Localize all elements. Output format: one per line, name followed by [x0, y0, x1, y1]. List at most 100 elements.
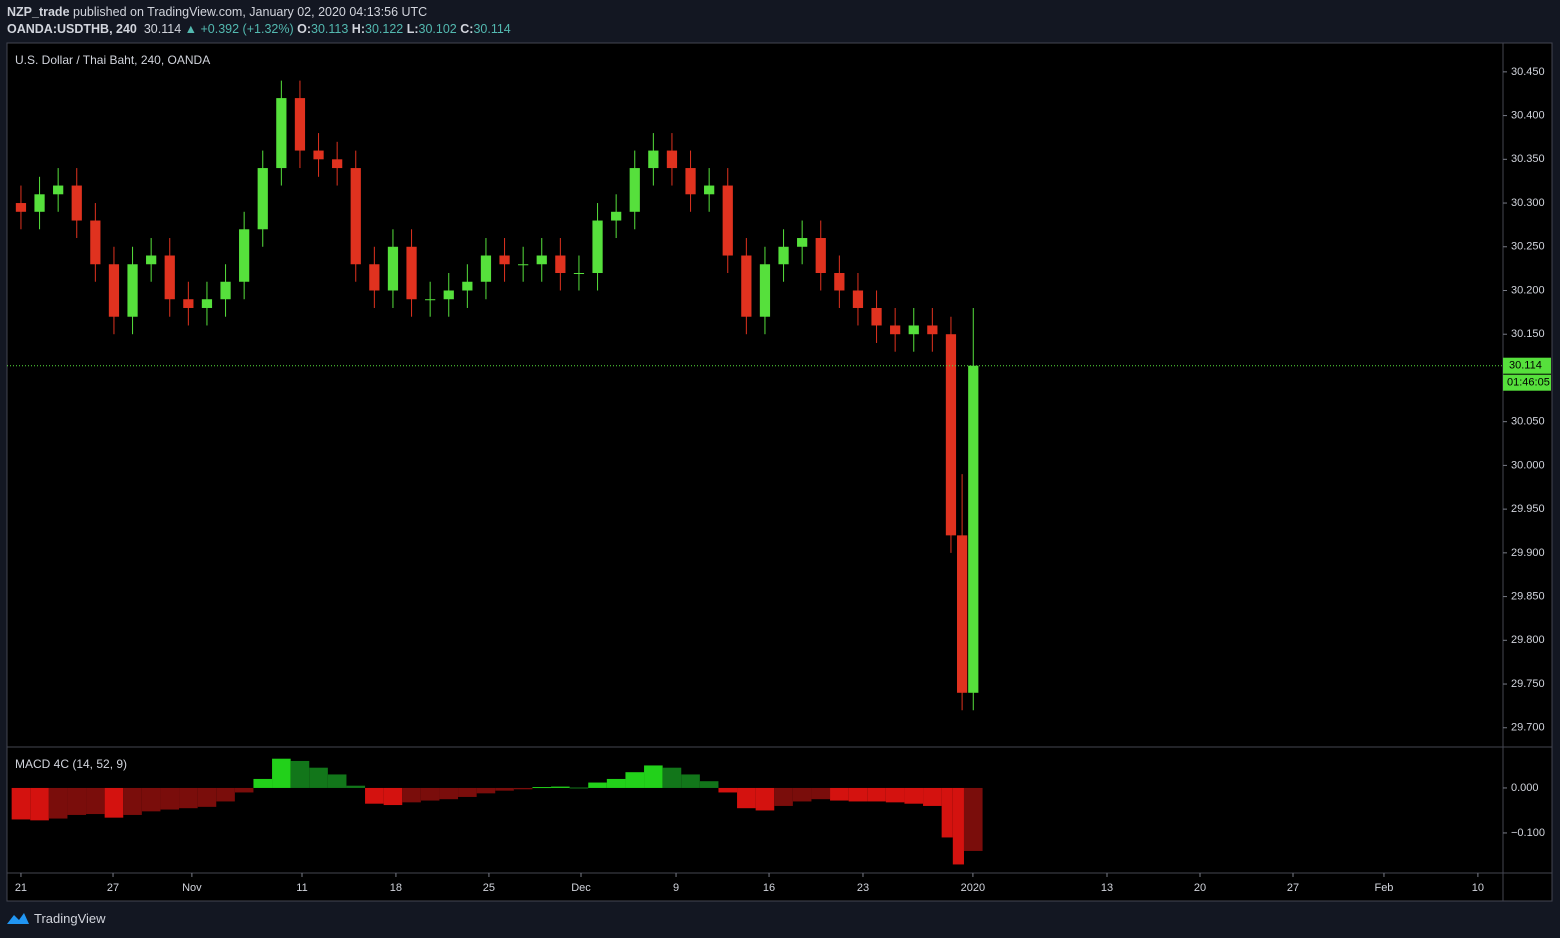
x-tick-label: 23 — [857, 882, 869, 894]
macd-bar — [569, 787, 589, 789]
macd-bar — [290, 760, 310, 788]
macd-bar — [216, 787, 235, 802]
candle-body — [480, 255, 492, 282]
macd-bar — [755, 787, 775, 811]
macd-bar — [309, 767, 328, 788]
macd-bar — [104, 787, 124, 818]
y-tick-label: 30.450 — [1511, 66, 1545, 78]
macd-bar — [644, 765, 663, 788]
macd-bar — [458, 787, 477, 797]
candle-body — [387, 246, 399, 291]
macd-bar — [588, 782, 607, 788]
macd-bar — [179, 787, 198, 809]
change: +0.392 (+1.32%) — [200, 22, 294, 36]
candle-body — [704, 185, 715, 195]
h-label: H: — [351, 22, 365, 36]
candle-body — [592, 220, 603, 274]
candle-body — [741, 255, 752, 317]
candle-body — [778, 246, 789, 265]
y-tick-label: 30.050 — [1511, 416, 1545, 428]
x-tick-label: 25 — [483, 882, 495, 894]
macd-bar — [234, 787, 254, 793]
macd-bar — [551, 786, 570, 788]
macd-bar — [681, 774, 700, 788]
candle-body — [536, 255, 547, 265]
candle-body — [945, 334, 957, 536]
arrow: ▲ — [184, 22, 198, 36]
candle-body — [629, 168, 640, 212]
x-tick-label: Nov — [182, 882, 202, 894]
y-tick-label: 29.800 — [1511, 634, 1545, 646]
y-tick-label: 29.700 — [1511, 722, 1545, 734]
x-tick-label: 21 — [15, 882, 27, 894]
macd-bar — [253, 778, 273, 788]
y-tick-label: −0.100 — [1511, 827, 1545, 839]
countdown: 01:46:05 — [1507, 377, 1550, 389]
macd-bar — [476, 787, 496, 794]
symbol-line: OANDA:USDTHB, 240 30.114 ▲ +0.392 (+1.32… — [7, 21, 511, 38]
candle-body — [890, 325, 901, 335]
candle-body — [425, 299, 436, 301]
candle-body — [666, 150, 678, 169]
candle-body — [183, 299, 194, 308]
x-tick-label: 27 — [1287, 882, 1299, 894]
macd-bar — [606, 778, 626, 788]
macd-bar — [923, 787, 942, 806]
candle-body — [239, 229, 250, 282]
candle-body — [71, 185, 82, 221]
candle-body — [53, 185, 64, 195]
x-tick-label: Dec — [571, 882, 591, 894]
macd-bar — [737, 787, 756, 809]
macd-bar — [30, 787, 49, 821]
l: 30.102 — [418, 22, 457, 36]
y-tick-label: 29.850 — [1511, 590, 1545, 602]
candle-body — [127, 264, 138, 317]
macd-bar — [402, 787, 421, 803]
x-tick-label: 18 — [390, 882, 402, 894]
macd-bar — [327, 774, 347, 788]
candle-body — [220, 281, 231, 300]
x-tick-label: 2020 — [961, 882, 985, 894]
logo — [7, 913, 29, 924]
macd-bar — [952, 787, 964, 865]
pane-title: MACD 4C (14, 52, 9) — [15, 757, 127, 771]
candle-body — [871, 307, 882, 326]
candle-body — [90, 220, 101, 265]
chart-frame — [6, 42, 1553, 902]
last-price-tag — [1503, 357, 1551, 374]
macd-bar — [625, 772, 645, 788]
candle-body — [968, 365, 979, 693]
macd-bar — [792, 787, 812, 802]
candle-body — [722, 185, 733, 256]
x-tick-label: 11 — [296, 882, 307, 894]
y-tick-label: 29.950 — [1511, 503, 1545, 515]
c-label: C: — [460, 22, 474, 36]
y-tick-label: 30.150 — [1511, 328, 1545, 340]
candle-body — [332, 159, 343, 169]
candle-body — [201, 299, 213, 308]
macd-bar — [365, 787, 384, 804]
macd-bar — [830, 787, 849, 801]
candle-body — [108, 264, 120, 317]
macd-bar — [699, 781, 719, 788]
candle-body — [573, 273, 585, 275]
brand[interactable]: TradingView — [34, 910, 106, 926]
macd-bar — [67, 787, 87, 815]
candle-body — [15, 203, 27, 212]
y-tick-label: 30.300 — [1511, 197, 1545, 209]
candle-body — [146, 255, 157, 265]
x-tick-label: 27 — [107, 882, 119, 894]
macd-bar — [718, 787, 738, 793]
candle-body — [555, 255, 566, 274]
candle-body — [257, 168, 268, 230]
macd-bar — [160, 787, 180, 810]
macd-bar — [272, 758, 291, 788]
candle-body — [294, 98, 306, 151]
candle-body — [685, 168, 696, 195]
candle-body — [406, 246, 417, 300]
macd-bar — [867, 787, 886, 802]
author[interactable]: NZP_trade — [7, 5, 70, 19]
macd-bar — [495, 787, 514, 791]
macd-bar — [848, 787, 868, 802]
